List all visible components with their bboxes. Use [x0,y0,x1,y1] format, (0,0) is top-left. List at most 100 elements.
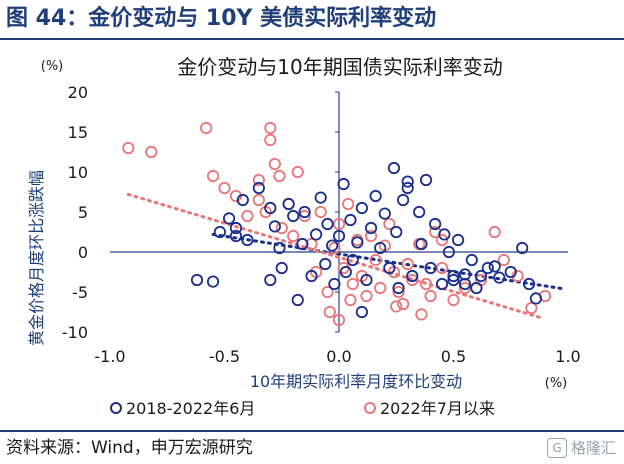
point-2022 [360,289,373,303]
watermark: G 格隆汇 [546,437,616,458]
point-2018 [493,271,506,284]
point-2018 [470,281,483,295]
point-2022 [458,281,472,295]
point-2018 [442,245,456,259]
x-tick-label: 0.0 [326,347,351,366]
point-2018 [355,305,368,319]
point-2018 [275,261,288,275]
point-2018 [339,265,352,279]
legend-label-2022: 2022年7月以来 [380,399,495,418]
point-2018 [401,175,414,188]
chart-title: 金价变动与10年期国债实际利率变动 [177,55,502,79]
point-2022 [435,261,449,275]
point-2018 [229,229,243,243]
point-2022 [525,301,538,315]
point-2018 [296,237,309,251]
point-2018 [222,212,236,225]
point-2022 [218,181,231,195]
point-2018 [392,281,405,295]
point-2018 [321,217,334,231]
x-axis-label: 10年期实际利率月度环比变动 [250,372,462,391]
point-2018 [488,260,501,273]
figure-title: 图 44：金价变动与 10Y 美债实际利率变动 [0,0,624,40]
legend-marker-2018 [110,402,122,414]
x-tick-label: 0.5 [441,347,466,366]
point-2022 [287,229,300,243]
legend-label-2018: 2018-2022年6月 [126,399,255,418]
point-2022 [273,169,286,183]
point-2018 [465,253,478,267]
point-2022 [275,221,288,235]
point-2018 [355,201,368,215]
point-2018 [360,273,373,287]
point-2022 [328,241,341,255]
point-2018 [406,269,419,283]
point-2018 [264,273,277,287]
point-2018 [415,237,428,251]
legend-marker-2022 [364,402,376,414]
point-2018 [190,273,204,287]
point-2022 [323,305,336,319]
y-tick-label: -10 [62,323,88,342]
point-2022 [390,300,403,313]
y-unit-label: (%) [41,59,64,74]
point-2018 [383,261,396,275]
point-2018 [268,220,281,233]
point-2022 [419,277,433,291]
point-2022 [241,209,254,223]
point-2018 [291,293,304,307]
point-2018 [344,213,357,227]
point-2022 [424,289,437,303]
point-2022 [291,165,304,179]
point-2022 [321,285,334,299]
point-2018 [378,207,391,220]
point-2018 [346,253,359,267]
point-2018 [481,261,494,275]
point-2018 [332,229,346,243]
y-tick-label: 5 [78,203,88,222]
point-2018 [305,269,318,283]
point-2018 [241,233,254,247]
point-2018 [401,181,414,195]
point-2018 [298,205,311,219]
point-2018 [369,189,382,203]
point-2018 [264,201,277,215]
point-2022 [369,253,382,267]
point-2022 [314,205,327,219]
point-2018 [451,233,465,247]
point-2022 [401,257,414,271]
point-2022 [447,293,460,307]
point-2022 [415,308,428,321]
point-2022 [305,237,318,251]
scatter-chart: 金价变动与10年期国债实际利率变动 (%) -1.0 -0.5 0.0 0.5 1.0 -… [27,55,581,418]
y-tick-label: 15 [68,123,88,142]
point-2022 [264,121,277,135]
point-2018 [213,225,227,239]
point-2018 [319,257,332,271]
point-2022 [435,233,449,247]
point-2022 [497,253,510,267]
point-2018 [390,225,403,239]
point-2022 [397,297,410,311]
point-2018 [206,275,220,288]
point-2018 [364,221,378,235]
point-2018 [413,205,426,219]
point-2018 [309,228,323,241]
point-2018 [337,177,350,191]
point-2018 [447,273,460,287]
point-2018 [504,265,517,279]
y-tick-label: -5 [72,283,88,302]
point-2018 [438,228,451,241]
point-2022 [332,217,346,231]
point-2018 [314,191,327,204]
point-2018 [273,241,286,255]
x-tick-label: -1.0 [94,347,125,366]
point-2022 [268,157,281,171]
point-2018 [424,261,437,275]
point-2022 [332,313,346,327]
point-2022 [383,217,396,231]
trendline-2018 [211,232,565,291]
point-2022 [406,273,419,287]
point-2018 [229,221,243,235]
point-2018 [435,277,449,291]
